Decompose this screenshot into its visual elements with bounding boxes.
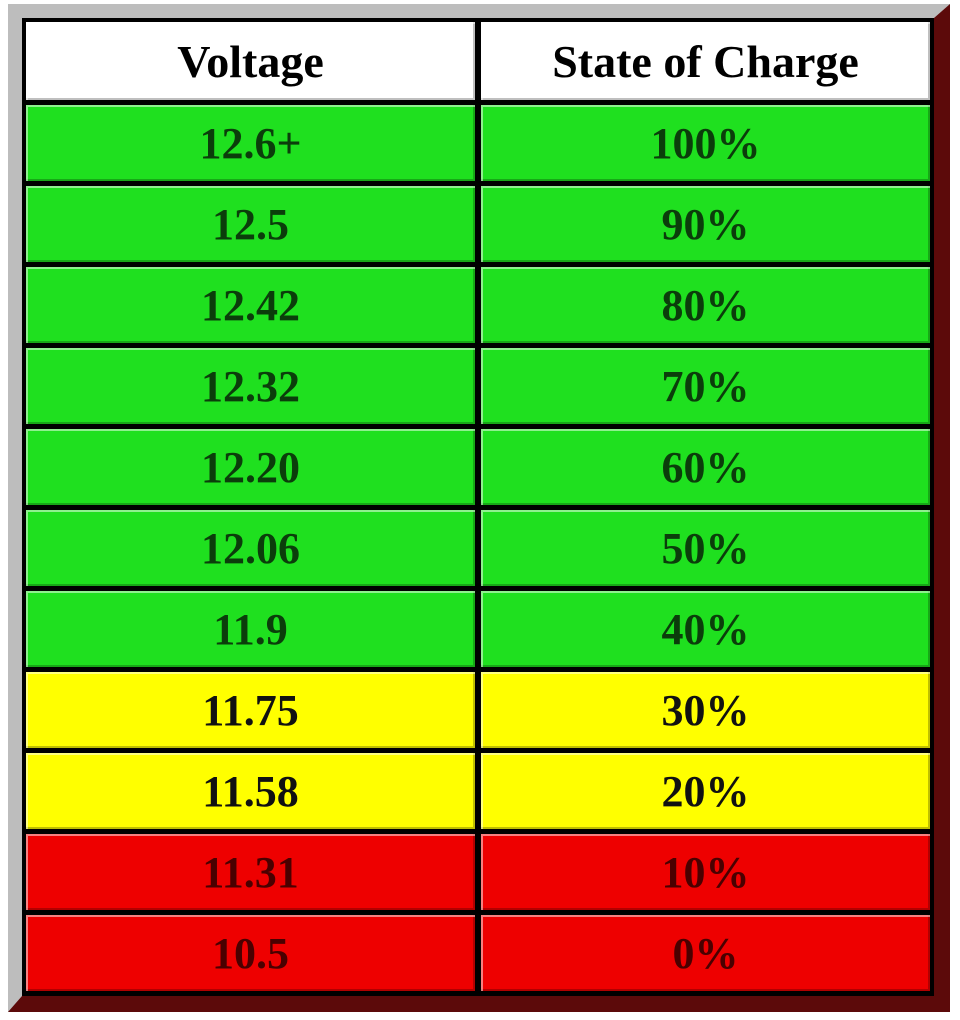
table-cell: 90% xyxy=(481,186,930,262)
header-cell: State of Charge xyxy=(481,22,930,100)
table-cell: 12.5 xyxy=(26,186,475,262)
table-cell: 11.31 xyxy=(26,834,475,910)
table-cell: 30% xyxy=(481,672,930,748)
table-cell: 100% xyxy=(481,105,930,181)
table-cell: 12.32 xyxy=(26,348,475,424)
table-cell: 20% xyxy=(481,753,930,829)
table-frame: Voltage State of Charge 12.6+ 100% 12.5 90%… xyxy=(8,4,950,1012)
table-cell: 10% xyxy=(481,834,930,910)
table-cell: 40% xyxy=(481,591,930,667)
table-cell: 80% xyxy=(481,267,930,343)
table-cell: 70% xyxy=(481,348,930,424)
table-cell: 12.20 xyxy=(26,429,475,505)
table-cell: 11.9 xyxy=(26,591,475,667)
table-cell: 12.42 xyxy=(26,267,475,343)
table-cell: 12.06 xyxy=(26,510,475,586)
header-cell: Voltage xyxy=(26,22,475,100)
table-cell: 11.75 xyxy=(26,672,475,748)
table-cell: 11.58 xyxy=(26,753,475,829)
table-cell: 60% xyxy=(481,429,930,505)
table-cell: 10.5 xyxy=(26,915,475,991)
table-cell: 50% xyxy=(481,510,930,586)
table-cell: 12.6+ xyxy=(26,105,475,181)
table-cell: 0% xyxy=(481,915,930,991)
table: Voltage State of Charge 12.6+ 100% 12.5 90%… xyxy=(26,22,930,992)
